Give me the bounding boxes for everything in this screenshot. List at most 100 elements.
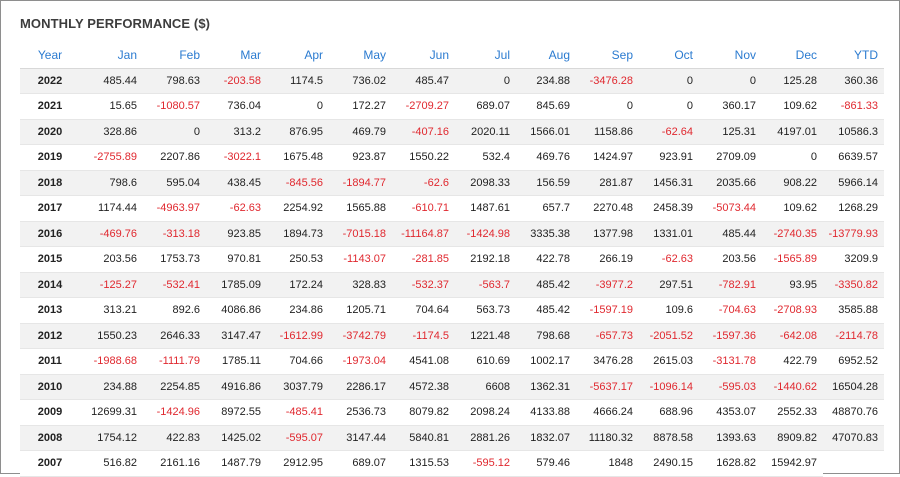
value-cell-oct: 109.6 xyxy=(639,297,699,324)
value-cell-may: 1205.71 xyxy=(329,297,392,324)
value-cell-feb: 798.63 xyxy=(143,68,206,94)
value-cell-nov: -782.91 xyxy=(699,272,762,298)
value-cell-jul: 563.73 xyxy=(455,297,516,324)
value-cell-jun: 8079.82 xyxy=(392,399,455,426)
year-cell: 2022 xyxy=(20,68,80,94)
value-cell-sep: -657.73 xyxy=(576,323,639,349)
value-cell-may: 328.83 xyxy=(329,272,392,298)
value-cell-apr: 704.66 xyxy=(267,348,329,375)
table-row: 2008 1754.12 422.83 1425.02 -595.07 3147.44 58… xyxy=(20,425,884,451)
value-cell-dec: 0 xyxy=(762,144,823,171)
value-cell-mar: 736.04 xyxy=(206,93,267,120)
value-cell-jul: 1487.61 xyxy=(455,195,516,222)
value-cell-aug: 1566.01 xyxy=(516,119,576,145)
column-header-may: May xyxy=(329,42,392,69)
value-cell-feb: -532.41 xyxy=(143,272,206,298)
value-cell-jun: -1174.5 xyxy=(392,323,455,349)
value-cell-mar: 438.45 xyxy=(206,170,267,196)
value-cell-jul: 2881.26 xyxy=(455,425,516,451)
value-cell-ytd: 1268.29 xyxy=(823,195,884,222)
value-cell-sep: -1597.19 xyxy=(576,297,639,324)
value-cell-jan: -1988.68 xyxy=(80,348,143,375)
table-row: 2017 1174.44 -4963.97 -62.63 2254.92 1565.88-… xyxy=(20,195,884,222)
value-cell-apr: 172.24 xyxy=(267,272,329,298)
column-header-sep: Sep xyxy=(576,42,639,69)
table-row: 2018 798.6 595.04 438.45 -845.56 -1894.77 -62.… xyxy=(20,170,884,196)
table-row: 2016 -469.76 -313.18 923.85 1894.73 -7015.18-… xyxy=(20,221,884,247)
year-cell: 2007 xyxy=(20,450,80,477)
value-cell-jun: 1550.22 xyxy=(392,144,455,171)
value-cell-jan: 516.82 xyxy=(80,450,143,477)
year-cell: 2017 xyxy=(20,195,80,222)
table-row: 2014 -125.27 -532.41 1785.09 172.24 328.83 -53… xyxy=(20,272,884,298)
column-header-aug: Aug xyxy=(516,42,576,69)
value-cell-apr: -485.41 xyxy=(267,399,329,426)
value-cell-jan: 328.86 xyxy=(80,119,143,145)
value-cell-jun: -407.16 xyxy=(392,119,455,145)
value-cell-jun: 485.47 xyxy=(392,68,455,94)
value-cell-oct: 2615.03 xyxy=(639,348,699,375)
value-cell-apr: 2254.92 xyxy=(267,195,329,222)
column-header-feb: Feb xyxy=(143,42,206,69)
value-cell-dec: -642.08 xyxy=(762,323,823,349)
column-header-apr: Apr xyxy=(267,42,329,69)
value-cell-oct: 2458.39 xyxy=(639,195,699,222)
value-cell-feb: 1753.73 xyxy=(143,246,206,273)
value-cell-jun: 5840.81 xyxy=(392,425,455,451)
table-row: 2022 485.44 798.63 -203.58 1174.5 736.02 485.4… xyxy=(20,68,884,94)
value-cell-sep: 281.87 xyxy=(576,170,639,196)
value-cell-aug: 156.59 xyxy=(516,170,576,196)
value-cell-feb: -313.18 xyxy=(143,221,206,247)
year-cell: 2011 xyxy=(20,348,80,375)
value-cell-nov: -5073.44 xyxy=(699,195,762,222)
value-cell-sep: 1158.86 xyxy=(576,119,639,145)
value-cell-sep: 11180.32 xyxy=(576,425,639,451)
value-cell-jan: 12699.31 xyxy=(80,399,143,426)
value-cell-dec: 4197.01 xyxy=(762,119,823,145)
year-cell: 2019 xyxy=(20,144,80,171)
value-cell-jan: 234.88 xyxy=(80,374,143,400)
value-cell-jul: 1221.48 xyxy=(455,323,516,349)
value-cell-aug: 3335.38 xyxy=(516,221,576,247)
value-cell-mar: -203.58 xyxy=(206,68,267,94)
value-cell-mar: 8972.55 xyxy=(206,399,267,426)
value-cell-dec: 109.62 xyxy=(762,195,823,222)
value-cell-nov: 360.17 xyxy=(699,93,762,120)
value-cell-jan: 798.6 xyxy=(80,170,143,196)
value-cell-mar: 313.2 xyxy=(206,119,267,145)
value-cell-mar: -3022.1 xyxy=(206,144,267,171)
value-cell-ytd: 5966.14 xyxy=(823,170,884,196)
value-cell-dec: -2708.93 xyxy=(762,297,823,324)
value-cell-mar: 4086.86 xyxy=(206,297,267,324)
value-cell-feb: 2646.33 xyxy=(143,323,206,349)
value-cell-aug: 469.76 xyxy=(516,144,576,171)
value-cell-apr: 250.53 xyxy=(267,246,329,273)
year-cell: 2021 xyxy=(20,93,80,120)
value-cell-jul: -1424.98 xyxy=(455,221,516,247)
value-cell-aug: 4133.88 xyxy=(516,399,576,426)
monthly-performance-table: Year Jan Feb Mar Apr May Jun Jul Aug Sep Oct Nov Dec… xyxy=(20,42,884,477)
year-cell: 2014 xyxy=(20,272,80,298)
value-cell-jun: 704.64 xyxy=(392,297,455,324)
table-row: 2007 516.82 2161.16 1487.79 2912.95 689.07 131… xyxy=(20,450,884,477)
value-cell-ytd: -2114.78 xyxy=(823,323,884,349)
value-cell-oct: 0 xyxy=(639,68,699,94)
table-row: 2021 15.65 -1080.57 736.04 0 172.27 -2709.27 68… xyxy=(20,93,884,120)
value-cell-apr: 1894.73 xyxy=(267,221,329,247)
value-cell-oct: -2051.52 xyxy=(639,323,699,349)
value-cell-ytd: -13779.93 xyxy=(823,221,884,247)
value-cell-may: 2536.73 xyxy=(329,399,392,426)
value-cell-ytd: 6952.52 xyxy=(823,348,884,375)
column-header-nov: Nov xyxy=(699,42,762,69)
year-cell: 2013 xyxy=(20,297,80,324)
value-cell-jan: 15.65 xyxy=(80,93,143,120)
value-cell-oct: 2490.15 xyxy=(639,450,699,477)
value-cell-mar: -62.63 xyxy=(206,195,267,222)
value-cell-ytd: 3585.88 xyxy=(823,297,884,324)
value-cell-may: 923.87 xyxy=(329,144,392,171)
value-cell-feb: -1424.96 xyxy=(143,399,206,426)
value-cell-feb: -4963.97 xyxy=(143,195,206,222)
value-cell-dec: 908.22 xyxy=(762,170,823,196)
value-cell-may: -1894.77 xyxy=(329,170,392,196)
